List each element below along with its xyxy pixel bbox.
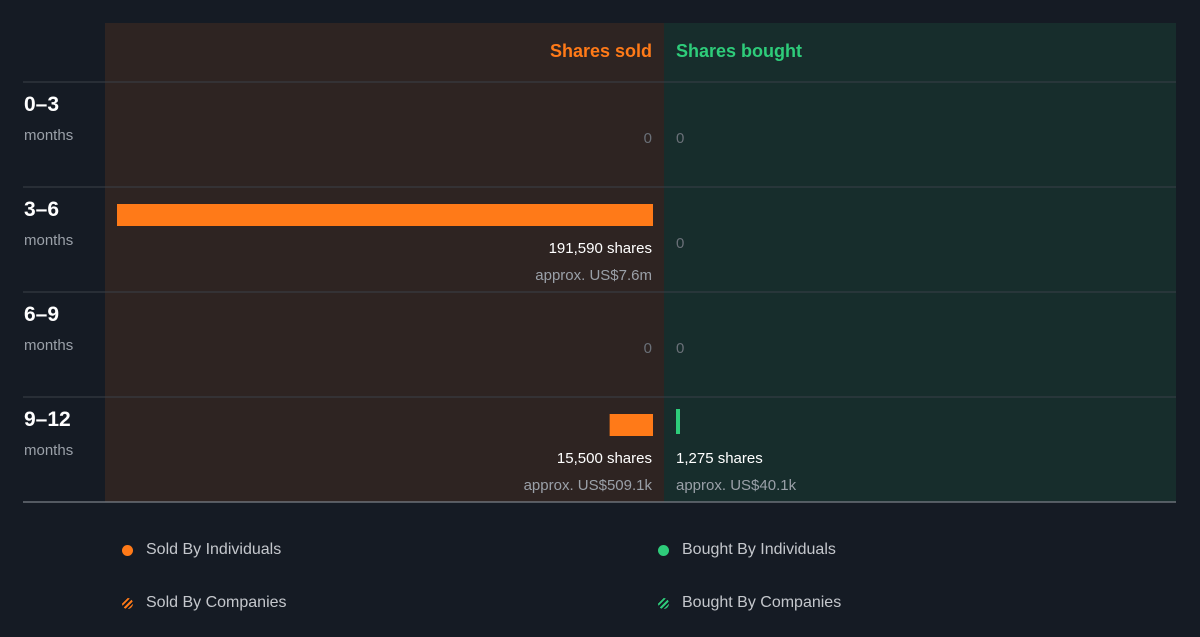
shares-sold-header: Shares sold — [550, 41, 652, 61]
legend-item: Sold By Individuals — [122, 541, 281, 559]
legend-hatch-icon — [122, 597, 133, 609]
period-unit-label: months — [24, 127, 73, 144]
bought-zero-label: 0 — [676, 340, 684, 357]
legend-hatch-icon — [658, 597, 669, 609]
legend-label: Sold By Individuals — [146, 541, 282, 558]
period-label: 0–3 — [24, 93, 59, 116]
sold-shares-label: 15,500 shares — [557, 450, 652, 467]
bought-zero-label: 0 — [676, 235, 684, 252]
period-label: 6–9 — [24, 303, 59, 326]
sold-value-label: approx. US$7.6m — [535, 267, 652, 284]
bought-panel-background — [664, 23, 1176, 502]
sold-shares-label: 191,590 shares — [549, 240, 652, 257]
sold-panel-background — [105, 23, 664, 502]
bought-zero-label: 0 — [676, 130, 684, 147]
sold-zero-label: 0 — [644, 130, 652, 147]
bought-value-label: approx. US$40.1k — [676, 477, 797, 494]
legend-label: Bought By Individuals — [682, 541, 836, 558]
sold-value-label: approx. US$509.1k — [524, 477, 653, 494]
period-label: 9–12 — [24, 408, 71, 431]
shares-bought-header: Shares bought — [676, 41, 802, 61]
sold-zero-label: 0 — [644, 340, 652, 357]
legend-label: Sold By Companies — [146, 594, 287, 611]
sold-bar — [117, 204, 653, 226]
period-unit-label: months — [24, 337, 73, 354]
sold-bar — [609, 414, 653, 436]
legend-item: Bought By Individuals — [658, 541, 836, 559]
legend-label: Bought By Companies — [682, 594, 842, 611]
bought-bar — [676, 409, 680, 434]
period-unit-label: months — [24, 232, 73, 249]
period-unit-label: months — [24, 442, 73, 459]
legend-dot-icon — [658, 544, 669, 556]
period-label: 3–6 — [24, 198, 59, 221]
legend-item: Sold By Companies — [122, 594, 287, 612]
legend-dot-icon — [122, 544, 133, 556]
legend-item: Bought By Companies — [658, 594, 841, 612]
bought-shares-label: 1,275 shares — [676, 450, 763, 467]
